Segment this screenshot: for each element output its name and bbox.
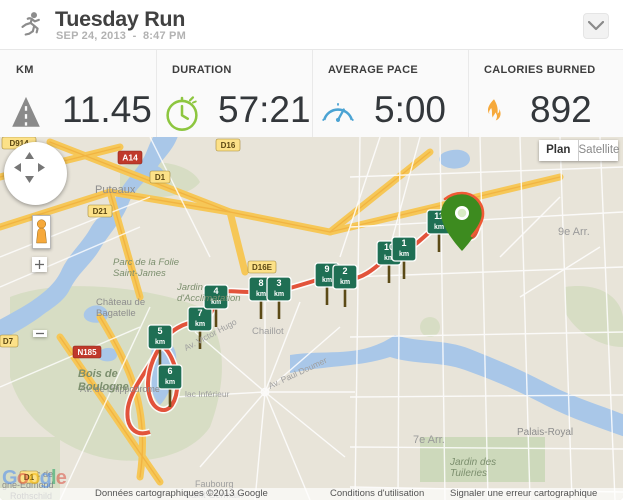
svg-text:D16E: D16E [252, 263, 273, 272]
svg-text:Saint-James: Saint-James [113, 268, 166, 279]
svg-text:km: km [155, 339, 165, 346]
svg-text:7e Arr.: 7e Arr. [413, 434, 445, 446]
svg-text:km: km [322, 277, 332, 284]
svg-text:9e Arr.: 9e Arr. [558, 226, 590, 238]
svg-text:D7: D7 [3, 337, 14, 346]
svg-text:Jardin des: Jardin des [449, 457, 496, 468]
svg-text:Boulogne: Boulogne [78, 381, 129, 393]
svg-text:6: 6 [167, 366, 172, 376]
svg-text:1: 1 [401, 238, 406, 248]
svg-text:D1: D1 [155, 173, 166, 182]
svg-text:km: km [195, 321, 205, 328]
svg-text:9: 9 [324, 264, 329, 274]
svg-text:3: 3 [276, 278, 281, 288]
svg-text:7: 7 [197, 308, 202, 318]
svg-text:km: km [340, 279, 350, 286]
svg-text:Jardin: Jardin [176, 282, 203, 293]
svg-text:km: km [256, 291, 266, 298]
svg-text:Château de: Château de [96, 297, 145, 308]
svg-text:A14: A14 [122, 153, 138, 163]
svg-text:8: 8 [258, 278, 263, 288]
svg-text:D21: D21 [93, 207, 108, 216]
svg-text:km: km [399, 251, 409, 258]
svg-text:km: km [165, 379, 175, 386]
svg-text:Tuileries: Tuileries [450, 468, 487, 479]
svg-text:5: 5 [157, 326, 162, 336]
svg-text:Chaillot: Chaillot [252, 326, 284, 337]
svg-text:Bagatelle: Bagatelle [96, 308, 136, 319]
svg-text:km: km [434, 224, 444, 231]
svg-text:2: 2 [342, 266, 347, 276]
svg-text:D16: D16 [221, 141, 236, 150]
svg-text:N185: N185 [77, 348, 97, 357]
svg-text:Palais-Royal: Palais-Royal [517, 427, 573, 438]
svg-text:lac Inférieur: lac Inférieur [185, 389, 230, 399]
svg-text:Puteaux: Puteaux [95, 184, 136, 196]
svg-text:d'Acclimatation: d'Acclimatation [177, 293, 241, 304]
svg-text:km: km [274, 291, 284, 298]
svg-text:Bois de: Bois de [78, 368, 118, 380]
svg-text:Parc de la Folie: Parc de la Folie [113, 257, 179, 268]
